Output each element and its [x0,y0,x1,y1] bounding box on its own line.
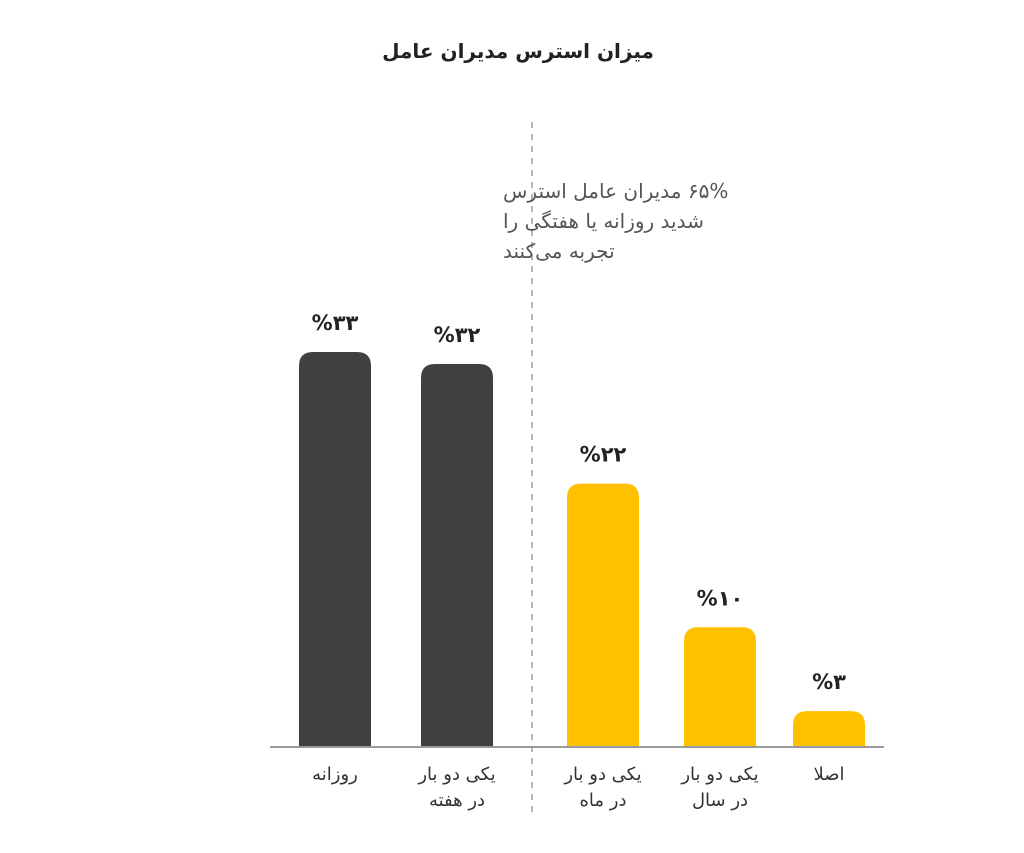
bars [299,352,865,747]
value-label-3: %۲۲ [580,443,627,467]
category-label-3-line-1: یکی دو بار [563,764,641,785]
annotation-line-1: ۶۵% مدیران عامل استرس [503,179,728,203]
category-labels: روزانه یکی دو بار در هفته یکی دو بار در ماه ی… [312,764,844,811]
category-label-4-line-2: در سال [692,790,748,811]
bar-3 [567,483,639,747]
category-label-1-line-1: روزانه [312,764,358,785]
value-label-5: %۳ [812,670,846,694]
category-label-3-line-2: در ماه [580,790,627,811]
annotation-line-3: تجربه می‌کنند [503,239,615,263]
value-label-2: %۳۲ [434,323,481,347]
category-label-4-line-1: یکی دو بار [680,764,758,785]
chart-title: میزان استرس مدیران عامل [382,39,654,63]
annotation: ۶۵% مدیران عامل استرس شدید روزانه یا هفت… [503,179,728,263]
category-label-2-line-2: در هفته [429,790,485,811]
bar-5 [793,711,865,747]
category-label-2-line-1: یکی دو بار [417,764,495,785]
value-labels: %۳۳ %۳۲ %۲۲ %۱۰ %۳ [312,311,846,694]
category-label-5-line-1: اصلا [813,764,844,785]
value-label-1: %۳۳ [312,311,359,335]
bar-4 [684,627,756,747]
annotation-line-2: شدید روزانه یا هفتگی را [503,209,704,233]
bar-1 [299,352,371,747]
bar-2 [421,363,493,747]
value-label-4: %۱۰ [697,586,744,610]
